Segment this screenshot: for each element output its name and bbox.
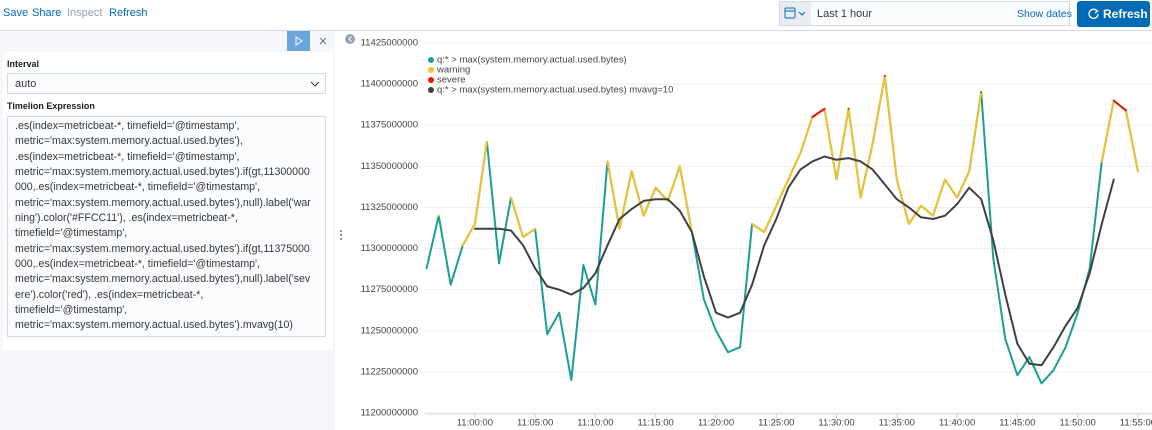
x-tick-label: 11:35:00	[879, 418, 915, 429]
expression-line: metric='max:system.memory.actual.used.by…	[15, 273, 311, 286]
expression-line: .es(index=metricbeat-*, timefield='@time…	[15, 150, 240, 163]
y-tick-label: 11375000000	[361, 120, 418, 131]
refresh-icon	[1088, 8, 1099, 19]
legend-swatch	[428, 77, 434, 83]
expression-line: metric='max:system.memory.actual.used.by…	[15, 242, 310, 255]
y-tick-label: 11350000000	[361, 161, 418, 172]
date-picker[interactable]	[779, 1, 1070, 26]
x-tick-label: 11:45:00	[999, 418, 1035, 429]
expression-line: ning').color('#FFCC11'), .es(index=metri…	[15, 212, 238, 225]
y-tick-label: 11400000000	[361, 79, 418, 90]
calendar-button[interactable]	[780, 2, 811, 25]
y-tick-label: 11275000000	[361, 284, 418, 295]
legend-label: severe	[437, 75, 466, 86]
sidebar-actions	[287, 31, 327, 51]
x-tick-label: 11:50:00	[1060, 418, 1096, 429]
expression-line: metric='max:system.memory.actual.used.by…	[15, 135, 243, 148]
refresh-label[interactable]: Refresh	[1103, 7, 1148, 21]
legend-label: q:* > max(system.memory.actual.used.byte…	[437, 85, 673, 96]
save-link[interactable]: Save	[3, 7, 29, 19]
top-bar	[0, 0, 1152, 31]
legend-label: q:* > max(system.memory.actual.used.byte…	[437, 55, 627, 66]
expression-line: timefield='@timestamp',	[15, 227, 128, 240]
interval-select[interactable]	[7, 73, 326, 94]
expression-line: metric='max:system.memory.actual.used.by…	[15, 319, 293, 332]
y-tick-label: 11250000000	[361, 325, 418, 336]
interval-value: auto	[15, 78, 37, 90]
close-button[interactable]	[319, 37, 327, 45]
y-tick-label: 11300000000	[361, 243, 418, 254]
expression-line: metric='max:system.memory.actual.used.by…	[15, 166, 310, 179]
expression-label: Timelion Expression	[7, 101, 95, 111]
splitter	[340, 34, 355, 240]
x-tick-label: 11:40:00	[939, 418, 975, 429]
share-link[interactable]: Share	[32, 7, 62, 19]
y-tick-label: 11425000000	[361, 38, 418, 49]
legend-label: warning	[436, 65, 470, 76]
series-line	[473, 155, 1115, 367]
x-tick-label: 11:15:00	[638, 418, 674, 429]
legend-swatch	[428, 67, 434, 73]
expression-line: 000,.es(index=metricbeat-*, timefield='@…	[15, 258, 261, 271]
expression-line: 000,.es(index=metricbeat-*, timefield='@…	[15, 181, 261, 194]
expression-line: metric='max:system.memory.actual.used.by…	[15, 196, 311, 209]
run-button[interactable]	[287, 31, 310, 51]
interval-label: Interval	[7, 59, 40, 69]
x-tick-label: 11:30:00	[818, 418, 854, 429]
x-tick-label: 11:05:00	[517, 418, 553, 429]
x-tick-label: 11:20:00	[698, 418, 734, 429]
y-tick-label: 11200000000	[361, 408, 418, 419]
y-tick-label: 11225000000	[361, 366, 418, 377]
time-range: Last 1 hour	[817, 8, 873, 20]
expression-line: .es(index=metricbeat-*, timefield='@time…	[15, 120, 240, 132]
show-dates[interactable]: Show dates	[1017, 8, 1072, 20]
legend-swatch	[428, 57, 434, 63]
inspect-link[interactable]: Inspect	[67, 7, 103, 19]
legend-swatch	[428, 87, 434, 93]
x-tick-label: 11:55:00	[1120, 418, 1152, 429]
x-tick-label: 11:25:00	[758, 418, 794, 429]
select-arrow	[310, 81, 320, 87]
series-line	[811, 74, 1127, 118]
y-tick-label: 11325000000	[361, 202, 418, 213]
series-line	[437, 74, 1139, 247]
expression-editor[interactable]	[7, 116, 326, 337]
expression-line: timefield='@timestamp',	[15, 304, 128, 317]
x-tick-label: 11:10:00	[577, 418, 613, 429]
expression-line: ere').color('red'), .es(index=metricbeat…	[15, 288, 204, 301]
x-tick-label: 11:00:00	[457, 418, 493, 429]
refresh-link[interactable]: Refresh	[109, 7, 148, 19]
expression-text: .es(index=metricbeat-*, timefield='@time…	[15, 119, 311, 334]
